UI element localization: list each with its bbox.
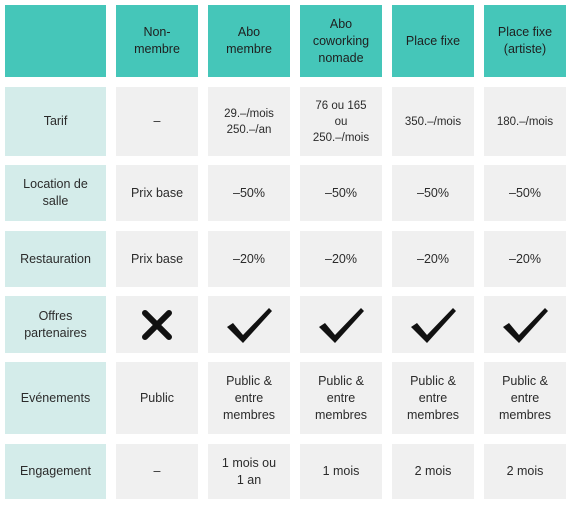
check-icon xyxy=(227,307,272,343)
cell-restauration-non-membre: Prix base xyxy=(116,231,198,287)
cell-evenements-abo-coworking: Public & entre membres xyxy=(300,362,382,434)
header-place-fixe-artiste: Place fixe (artiste) xyxy=(484,5,566,77)
header-non-membre: Non- membre xyxy=(116,5,198,77)
cell-restauration-abo-membre: –20% xyxy=(208,231,290,287)
cell-tarif-place-fixe-artiste: 180.–/mois xyxy=(484,87,566,156)
cell-offres-abo-coworking xyxy=(300,296,382,353)
row-label-restauration: Restauration xyxy=(5,231,106,287)
cell-engagement-non-membre: – xyxy=(116,444,198,499)
cell-offres-place-fixe xyxy=(392,296,474,353)
header-place-fixe: Place fixe xyxy=(392,5,474,77)
cell-restauration-place-fixe-artiste: –20% xyxy=(484,231,566,287)
header-abo-membre: Abo membre xyxy=(208,5,290,77)
cell-restauration-abo-coworking: –20% xyxy=(300,231,382,287)
check-icon xyxy=(319,307,364,343)
check-icon xyxy=(411,307,456,343)
row-label-evenements: Evénements xyxy=(5,362,106,434)
cell-offres-abo-membre xyxy=(208,296,290,353)
cell-evenements-non-membre: Public xyxy=(116,362,198,434)
cell-location-abo-membre: –50% xyxy=(208,165,290,221)
cross-icon xyxy=(142,309,172,340)
row-label-offres-partenaires: Offres partenaires xyxy=(5,296,106,353)
cell-evenements-abo-membre: Public & entre membres xyxy=(208,362,290,434)
cell-engagement-place-fixe-artiste: 2 mois xyxy=(484,444,566,499)
cell-tarif-non-membre: – xyxy=(116,87,198,156)
row-label-location-de-salle: Location de salle xyxy=(5,165,106,221)
cell-evenements-place-fixe: Public & entre membres xyxy=(392,362,474,434)
cell-tarif-abo-membre: 29.–/mois 250.–/an xyxy=(208,87,290,156)
cell-restauration-place-fixe: –20% xyxy=(392,231,474,287)
check-icon xyxy=(503,307,548,343)
cell-engagement-abo-membre: 1 mois ou 1 an xyxy=(208,444,290,499)
cell-engagement-abo-coworking: 1 mois xyxy=(300,444,382,499)
cell-evenements-place-fixe-artiste: Public & entre membres xyxy=(484,362,566,434)
cell-tarif-abo-coworking: 76 ou 165 ou 250.–/mois xyxy=(300,87,382,156)
cell-location-non-membre: Prix base xyxy=(116,165,198,221)
cell-tarif-place-fixe: 350.–/mois xyxy=(392,87,474,156)
cell-location-place-fixe-artiste: –50% xyxy=(484,165,566,221)
header-corner xyxy=(5,5,106,77)
cell-location-place-fixe: –50% xyxy=(392,165,474,221)
cell-engagement-place-fixe: 2 mois xyxy=(392,444,474,499)
row-label-tarif: Tarif xyxy=(5,87,106,156)
row-label-engagement: Engagement xyxy=(5,444,106,499)
cell-offres-non-membre xyxy=(116,296,198,353)
header-abo-coworking-nomade: Abo coworking nomade xyxy=(300,5,382,77)
cell-offres-place-fixe-artiste xyxy=(484,296,566,353)
cell-location-abo-coworking: –50% xyxy=(300,165,382,221)
